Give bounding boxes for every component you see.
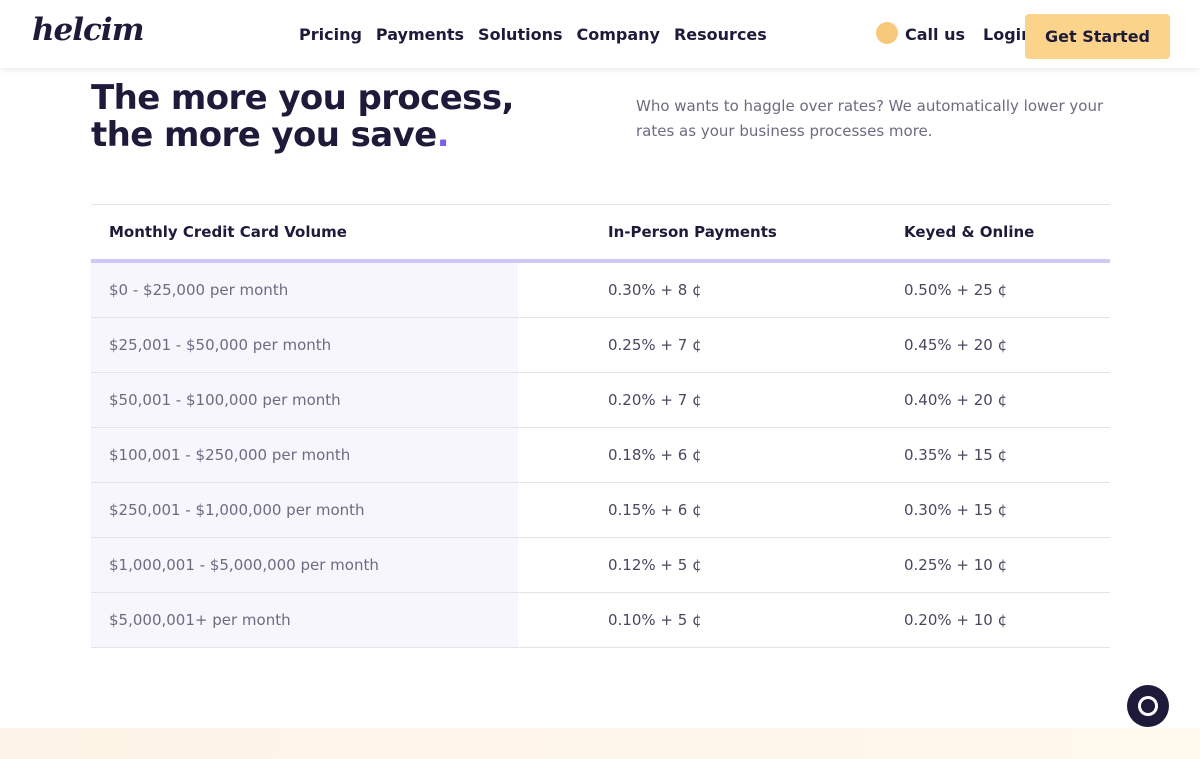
table-cell: 0.25% + 7 ¢ [608, 336, 702, 354]
table-cell: 0.12% + 5 ¢ [608, 556, 702, 574]
header-cell: In-Person Payments [608, 223, 777, 241]
nav-link[interactable]: Pricing [299, 25, 362, 44]
table-cell: $0 - $25,000 per month [109, 281, 289, 299]
cell-background [91, 428, 518, 482]
table-cell: 0.35% + 15 ¢ [904, 446, 1008, 464]
nav-link[interactable]: Solutions [478, 25, 563, 44]
heading-text: The more you process, the more you save [91, 78, 514, 155]
table-cell: $100,001 - $250,000 per month [109, 446, 351, 464]
table-row: $1,000,001 - $5,000,000 per month 0.12% +… [91, 538, 1110, 593]
get-started-button[interactable]: Get Started [1025, 14, 1170, 59]
heading: The more you process, the more you save. [91, 80, 571, 154]
table-cell: $50,001 - $100,000 per month [109, 391, 341, 409]
nav-links: Pricing Payments Solutions Company Resources [299, 25, 767, 44]
logo[interactable]: helcim [32, 12, 144, 48]
table-row: $100,001 - $250,000 per month 0.18% + 6 ¢… [91, 428, 1110, 483]
table-cell: 0.30% + 15 ¢ [904, 501, 1008, 519]
phone-icon [876, 22, 898, 44]
table-row: $0 - $25,000 per month 0.30% + 8 ¢ 0.50% +… [91, 263, 1110, 318]
nav-right: Call us Login [876, 22, 1033, 44]
heading-dot: . [436, 115, 450, 155]
description: Who wants to haggle over rates? We autom… [636, 97, 1104, 140]
table-cell: 0.25% + 10 ¢ [904, 556, 1008, 574]
table-cell: $250,001 - $1,000,000 per month [109, 501, 365, 519]
cell-background [91, 483, 518, 537]
table-cell: 0.15% + 6 ¢ [608, 501, 702, 519]
cell-background [91, 373, 518, 427]
login-link[interactable]: Login [983, 25, 1033, 44]
table-cell: 0.30% + 8 ¢ [608, 281, 702, 299]
nav-link[interactable]: Payments [375, 25, 465, 44]
table-row: $250,001 - $1,000,000 per month 0.15% + 6… [91, 483, 1110, 538]
table-cell: 0.50% + 25 ¢ [904, 281, 1008, 299]
cell-background [91, 318, 518, 372]
table-cell: 0.45% + 20 ¢ [904, 336, 1008, 354]
table-cell: 0.18% + 6 ¢ [608, 446, 702, 464]
navbar: helcim Pricing Payments Solutions Company Re… [0, 0, 1200, 68]
rates-table: Monthly Credit Card Volume In-Person Paym… [91, 204, 1110, 648]
cell-background [91, 538, 518, 592]
table-cell: $5,000,001+ per month [109, 611, 291, 629]
nav-link[interactable]: Resources [673, 25, 767, 44]
cell-background [91, 263, 518, 317]
cell-background [91, 593, 518, 647]
chat-button[interactable] [1127, 685, 1169, 727]
table-cell: 0.10% + 5 ¢ [608, 611, 702, 629]
table-cell: $1,000,001 - $5,000,000 per month [109, 556, 379, 574]
table-cell: $25,001 - $50,000 per month [109, 336, 332, 354]
table-row: $5,000,001+ per month 0.10% + 5 ¢ 0.20% + … [91, 593, 1110, 648]
table-row: $25,001 - $50,000 per month 0.25% + 7 ¢ 0.… [91, 318, 1110, 373]
table-header: Monthly Credit Card Volume In-Person Paym… [91, 205, 1110, 263]
header-cell: Keyed & Online [904, 223, 1035, 241]
footer-band [0, 728, 1200, 759]
header-cell: Monthly Credit Card Volume [109, 223, 347, 241]
nav-link[interactable]: Company [576, 25, 660, 44]
table-row: $50,001 - $100,000 per month 0.20% + 7 ¢ 0… [91, 373, 1110, 428]
table-cell: 0.40% + 20 ¢ [904, 391, 1008, 409]
call-link[interactable]: Call us [905, 25, 965, 44]
table-cell: 0.20% + 7 ¢ [608, 391, 702, 409]
table-cell: 0.20% + 10 ¢ [904, 611, 1008, 629]
